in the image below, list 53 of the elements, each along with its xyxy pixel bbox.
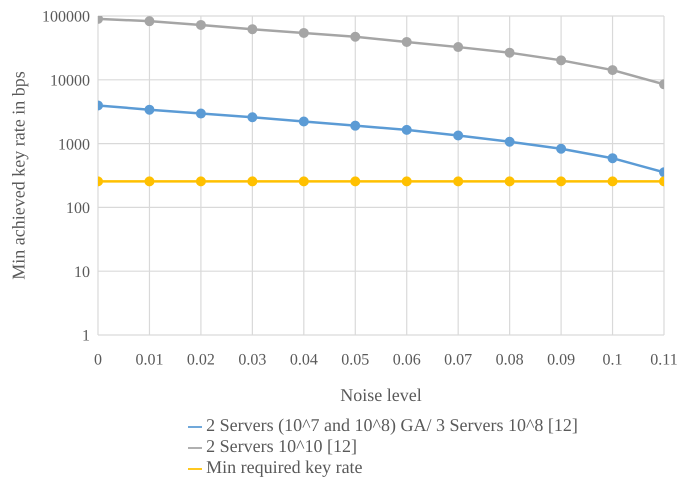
x-axis-title: Noise level bbox=[340, 385, 422, 405]
point bbox=[298, 28, 309, 38]
legend-label: 2 Servers (10^7 and 10^8) GA/ 3 Servers 10^8 [12] bbox=[206, 415, 578, 435]
point bbox=[247, 176, 258, 186]
x-tick-label: 0 bbox=[94, 351, 102, 368]
y-tick-label: 1 bbox=[82, 328, 90, 345]
point bbox=[556, 176, 566, 186]
y-axis-title: Min achieved key rate in bps bbox=[8, 71, 28, 280]
y-tick-label: 100 bbox=[66, 200, 90, 218]
point bbox=[608, 153, 618, 164]
point bbox=[453, 176, 464, 186]
x-tick-label: 0.02 bbox=[186, 351, 215, 368]
point bbox=[608, 65, 618, 76]
x-tick-label: 0.08 bbox=[496, 351, 524, 368]
x-tick-label: 0.07 bbox=[444, 351, 472, 368]
point bbox=[504, 48, 515, 58]
point bbox=[196, 108, 206, 119]
point bbox=[453, 130, 464, 140]
point bbox=[350, 32, 360, 42]
x-tick-label: 0.01 bbox=[135, 351, 164, 368]
x-tick-label: 0.09 bbox=[547, 351, 576, 368]
point bbox=[298, 176, 309, 186]
point bbox=[402, 36, 412, 47]
point bbox=[402, 176, 412, 186]
legend-label: 2 Servers 10^10 [12] bbox=[206, 436, 358, 456]
x-tick-label: 0.03 bbox=[238, 351, 266, 368]
x-tick-label: 0.11 bbox=[650, 351, 678, 368]
point bbox=[196, 176, 206, 186]
y-tick-label: 10000 bbox=[50, 72, 90, 90]
point bbox=[556, 144, 566, 154]
point bbox=[453, 42, 464, 52]
point bbox=[144, 16, 154, 26]
point bbox=[402, 124, 412, 135]
point bbox=[504, 136, 515, 147]
point bbox=[504, 176, 515, 186]
point bbox=[247, 112, 258, 122]
point bbox=[556, 55, 566, 66]
legend-label: Min required key rate bbox=[206, 457, 363, 477]
x-tick-label: 0.04 bbox=[290, 351, 318, 368]
point bbox=[196, 20, 206, 30]
point bbox=[350, 176, 360, 186]
x-tick-label: 0.1 bbox=[602, 351, 623, 368]
x-tick-label: 0.06 bbox=[392, 351, 421, 368]
x-tick-label: 0.05 bbox=[341, 351, 370, 368]
y-tick-label: 100000 bbox=[42, 8, 90, 26]
point bbox=[608, 176, 618, 186]
point bbox=[144, 176, 154, 186]
point bbox=[144, 104, 154, 115]
y-tick-label: 10 bbox=[74, 264, 90, 281]
point bbox=[298, 116, 309, 127]
point bbox=[350, 120, 360, 131]
y-tick-label: 1000 bbox=[58, 136, 90, 154]
point bbox=[247, 24, 258, 34]
